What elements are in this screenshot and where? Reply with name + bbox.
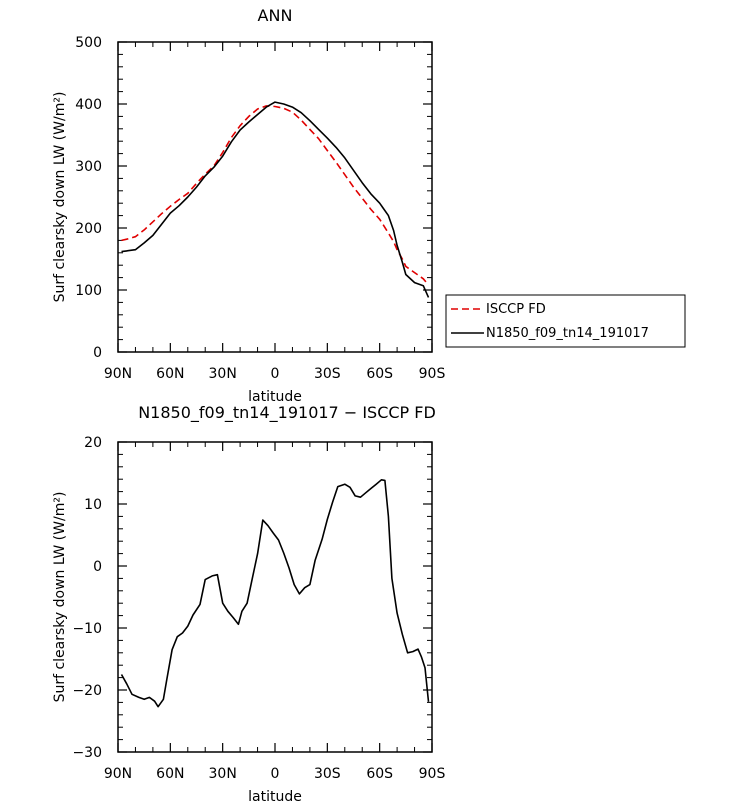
bottom-x-tick-label: 90N xyxy=(104,766,132,782)
top-series xyxy=(121,101,430,298)
bottom-y-tick-label: −20 xyxy=(72,683,102,699)
top-x-tick-label: 90N xyxy=(104,366,132,382)
bottom-x-tick-label: 60N xyxy=(156,766,184,782)
bottom-x-tick-label: 0 xyxy=(271,766,280,782)
bottom-y-tick-label: −30 xyxy=(72,745,102,761)
bottom-ticks: 90N 60N 30N 0 30S 60S 90S −30 −20 −10 0 10 20 xyxy=(72,435,445,782)
top-y-tick-label: 0 xyxy=(93,345,102,361)
bottom-y-axis-label: Surf clearsky down LW (W/m²) xyxy=(52,492,68,703)
top-y-axis-label: Surf clearsky down LW (W/m²) xyxy=(52,92,68,303)
top-x-tick-label: 30S xyxy=(314,366,341,382)
top-y-tick-label: 100 xyxy=(75,283,102,299)
top-x-axis-label: latitude xyxy=(248,389,302,405)
top-y-tick-label: 500 xyxy=(75,35,102,51)
legend-label-isccp-fd: ISCCP FD xyxy=(486,302,546,317)
annual-mean-panel: ANN 90N 60N 30N 0 30S 60S 90S0100200300400500 … xyxy=(52,6,686,405)
bottom-x-tick-label: 60S xyxy=(366,766,393,782)
bottom-x-axis-label: latitude xyxy=(248,789,302,805)
top-x-tick-label: 90S xyxy=(419,366,446,382)
top-series-line-1 xyxy=(121,101,430,298)
bottom-chart-title: N1850_f09_tn14_191017 − ISCCP FD xyxy=(138,403,436,423)
bottom-series xyxy=(120,478,430,708)
difference-panel: N1850_f09_tn14_191017 − ISCCP FD 90N 60N 3… xyxy=(52,403,445,805)
top-y-tick-label: 200 xyxy=(75,221,102,237)
top-x-tick-label: 60S xyxy=(366,366,393,382)
top-x-tick-label: 60N xyxy=(156,366,184,382)
top-plot-frame xyxy=(117,41,433,353)
bottom-y-tick-label: 0 xyxy=(93,559,102,575)
bottom-x-tick-label: 90S xyxy=(419,766,446,782)
bottom-y-tick-label: 20 xyxy=(84,435,102,451)
top-x-tick-label: 0 xyxy=(271,366,280,382)
top-y-tick-label: 400 xyxy=(75,97,102,113)
legend-box xyxy=(445,294,686,348)
top-ticks: 90N 60N 30N 0 30S 60S 90S 0 100 200 300 400 500 xyxy=(75,35,445,382)
bottom-series-line-0 xyxy=(120,478,430,708)
top-chart-title: ANN xyxy=(258,6,293,25)
top-y-tick-label: 300 xyxy=(75,159,102,175)
bottom-y-tick-label: 10 xyxy=(84,497,102,513)
bottom-plot-frame xyxy=(117,441,433,753)
top-x-tick-label: 30N xyxy=(209,366,237,382)
legend-label-model: N1850_f09_tn14_191017 xyxy=(486,326,649,341)
bottom-y-tick-label: −10 xyxy=(72,621,102,637)
top-series-line-0 xyxy=(121,105,430,286)
bottom-x-tick-label: 30S xyxy=(314,766,341,782)
legend: ISCCP FD N1850_f09_tn14_191017 xyxy=(445,294,686,348)
bottom-x-tick-label: 30N xyxy=(209,766,237,782)
